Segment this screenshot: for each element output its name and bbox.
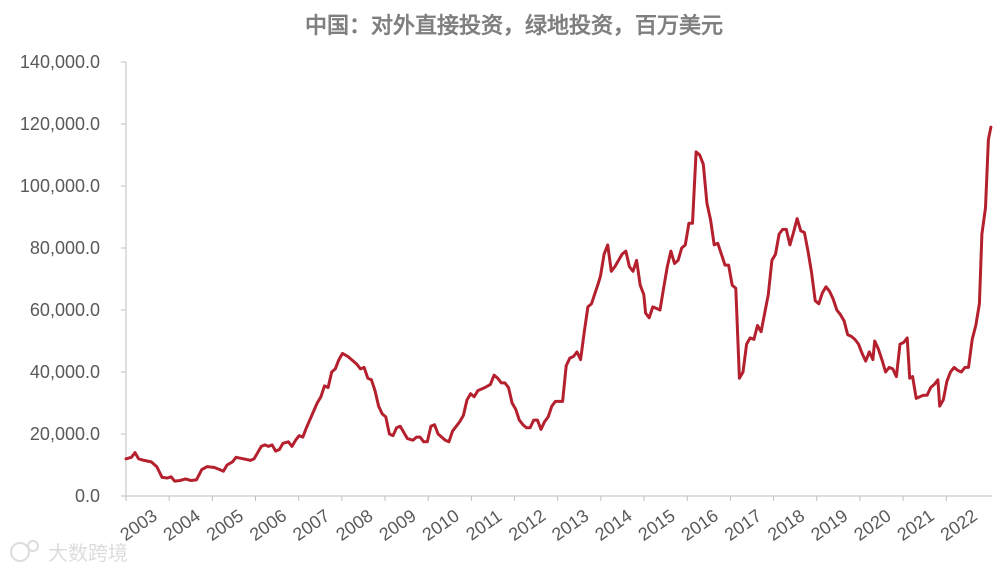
y-tick-label: 80,000.0 <box>30 238 100 258</box>
series-layer <box>124 125 993 483</box>
x-tick-label: 2003 <box>116 505 160 544</box>
x-tick-label: 2013 <box>548 505 592 544</box>
y-tick-label: 120,000.0 <box>20 114 100 134</box>
x-tick-label: 2019 <box>807 505 851 544</box>
watermark-logo-dot <box>27 540 39 552</box>
y-tick-label: 20,000.0 <box>30 424 100 444</box>
y-tick-label: 40,000.0 <box>30 362 100 382</box>
x-tick-label: 2016 <box>678 505 722 544</box>
y-tick-label: 60,000.0 <box>30 300 100 320</box>
watermark-logo-icon <box>10 542 30 562</box>
chart-title: 中国：对外直接投资，绿地投资，百万美元 <box>305 13 723 39</box>
x-tick-label: 2014 <box>591 505 635 544</box>
x-tick-label: 2006 <box>246 505 290 544</box>
y-axis: 0.0 20,000.0 40,000.0 60,000.0 80,000.0 100,0… <box>20 52 127 506</box>
x-tick-label: 2010 <box>419 505 463 544</box>
y-tick-label: 100,000.0 <box>20 176 100 196</box>
x-tick-label: 2007 <box>289 505 333 544</box>
y-tick-label: 0.0 <box>75 486 100 506</box>
x-tick-label: 2008 <box>332 505 376 544</box>
x-tick-label: 2018 <box>764 505 808 544</box>
x-tick-label: 2004 <box>160 505 204 544</box>
x-tick-label: 2012 <box>505 505 549 544</box>
x-tick-label: 2017 <box>721 505 765 544</box>
x-tick-label: 2022 <box>937 505 981 544</box>
watermark: 大数跨境 <box>10 540 128 565</box>
y-tick-label: 140,000.0 <box>20 52 100 72</box>
x-tick-label: 2009 <box>375 505 419 544</box>
x-tick-label: 2015 <box>634 505 678 544</box>
watermark-text: 大数跨境 <box>48 541 128 565</box>
x-tick-label: 2021 <box>893 505 937 544</box>
x-tick-label: 2020 <box>850 505 894 544</box>
x-tick-label: 2011 <box>462 506 505 545</box>
x-tick-label: 2005 <box>203 505 247 544</box>
series-line-0 <box>124 125 993 483</box>
